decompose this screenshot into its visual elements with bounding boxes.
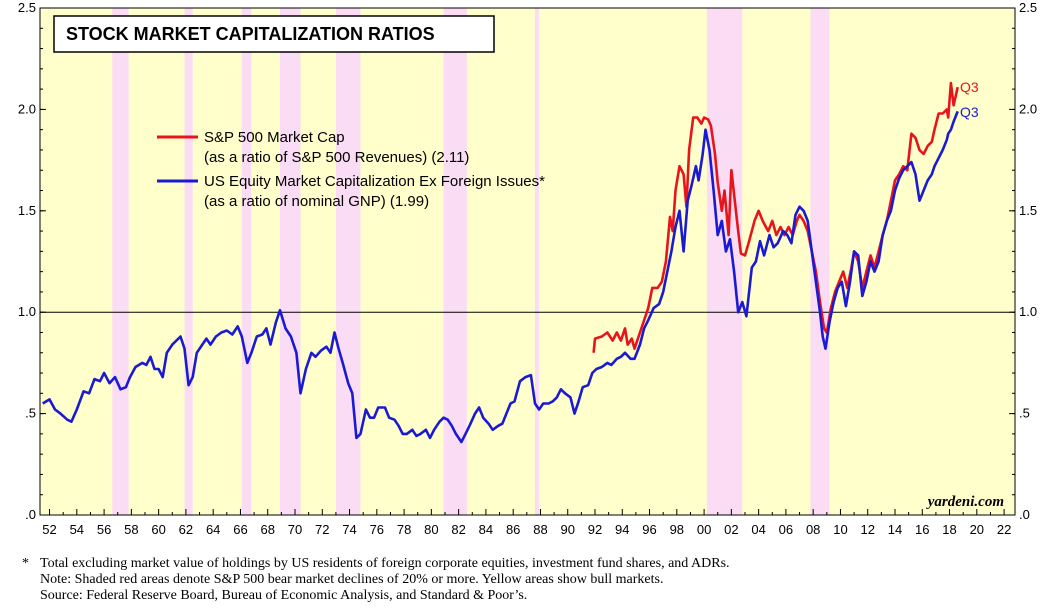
- y-tick-label-left: 1.5: [18, 203, 36, 218]
- bear-market-band: [241, 8, 252, 515]
- x-axis: 52 54 56 58 60 62 64 66 68 70 72 74 76 78 80 82 84 86 88 90…: [42, 509, 1011, 537]
- x-tick-label: 52: [42, 522, 56, 537]
- x-tick-label: 02: [724, 522, 738, 537]
- x-tick-label: 62: [179, 522, 193, 537]
- bear-market-band: [184, 8, 193, 515]
- footnote-text: Total excluding market value of holdings…: [40, 556, 730, 571]
- x-tick-label: 98: [670, 522, 684, 537]
- bear-market-band: [810, 8, 830, 515]
- x-tick-label: 64: [206, 522, 220, 537]
- bear-market-band: [443, 8, 467, 515]
- y-tick-label-left: .0: [25, 507, 36, 522]
- x-tick-label: 22: [997, 522, 1011, 537]
- series-line-sp500: [592, 81, 959, 353]
- end-label-us-equity: Q3: [960, 104, 979, 120]
- x-tick-label: 08: [806, 522, 820, 537]
- x-tick-label: 78: [397, 522, 411, 537]
- x-tick-label: 18: [942, 522, 956, 537]
- x-tick-label: 14: [888, 522, 902, 537]
- x-tick-label: 90: [560, 522, 574, 537]
- legend-label-sp500-line2: (as a ratio of S&P 500 Revenues) (2.11): [204, 149, 469, 166]
- bear-market-band: [535, 8, 540, 515]
- x-tick-label: 70: [288, 522, 302, 537]
- legend-label-sp500-line1: S&P 500 Market Cap: [204, 129, 345, 146]
- series-line-us-equity: [42, 110, 959, 444]
- x-tick-label: 88: [533, 522, 547, 537]
- plot-border: [39, 7, 1016, 516]
- x-tick-label: 60: [151, 522, 165, 537]
- series-group: [42, 81, 959, 444]
- y-tick-label-right: .0: [1019, 507, 1030, 522]
- footnote-asterisk: * Total excluding market value of holdin…: [22, 556, 1042, 572]
- x-tick-label: 00: [697, 522, 711, 537]
- footnotes: * Total excluding market value of holdin…: [22, 556, 1042, 604]
- title-box: [53, 15, 495, 53]
- bear-market-band: [706, 8, 743, 515]
- x-tick-label: 12: [860, 522, 874, 537]
- x-tick-label: 04: [751, 522, 765, 537]
- x-tick-label: 06: [779, 522, 793, 537]
- x-tick-label: 76: [370, 522, 384, 537]
- yardeni-watermark: yardeni.com: [926, 494, 1004, 510]
- footnote-source: Source: Federal Reserve Board, Bureau of…: [22, 588, 1042, 604]
- y-tick-label-left: .5: [25, 406, 36, 421]
- x-tick-label: 66: [233, 522, 247, 537]
- x-tick-label: 68: [260, 522, 274, 537]
- y-axis-right: .0 .5 1.0 1.5 2.0 2.5: [1009, 0, 1037, 522]
- bear-market-band: [280, 8, 301, 515]
- x-tick-label: 58: [124, 522, 138, 537]
- plot-frame: [39, 7, 1016, 516]
- bear-market-bands: [112, 8, 830, 515]
- y-tick-label-right: 2.0: [1019, 101, 1037, 116]
- footnote-text: Note: Shaded red areas denote S&P 500 be…: [40, 572, 664, 587]
- footnote-mark: *: [22, 556, 29, 571]
- bear-market-band: [112, 8, 129, 515]
- y-tick-label-left: 1.0: [18, 304, 36, 319]
- y-tick-label-right: .5: [1019, 406, 1030, 421]
- chart-title-box: STOCK MARKET CAPITALIZATION RATIOS: [53, 15, 495, 53]
- x-tick-label: 56: [97, 522, 111, 537]
- x-tick-label: 20: [970, 522, 984, 537]
- x-tick-label: 16: [915, 522, 929, 537]
- x-tick-label: 96: [642, 522, 656, 537]
- y-axis-left: .0 .5 1.0 1.5 2.0 2.5: [18, 0, 46, 522]
- y-tick-label-left: 2.0: [18, 101, 36, 116]
- x-tick-label: 74: [342, 522, 356, 537]
- y-tick-label-left: 2.5: [18, 0, 36, 15]
- x-tick-label: 80: [424, 522, 438, 537]
- y-tick-label-right: 1.0: [1019, 304, 1037, 319]
- legend-label-us-equity-line2: (as a ratio of nominal GNP) (1.99): [204, 193, 429, 210]
- x-tick-label: 10: [833, 522, 847, 537]
- chart-title: STOCK MARKET CAPITALIZATION RATIOS: [66, 24, 435, 44]
- footnote-text: Source: Federal Reserve Board, Bureau of…: [40, 588, 528, 603]
- x-tick-label: 86: [506, 522, 520, 537]
- x-tick-label: 82: [451, 522, 465, 537]
- x-tick-label: 94: [615, 522, 629, 537]
- end-label-sp500: Q3: [960, 79, 979, 95]
- stock-market-cap-ratios-chart: .0 .5 1.0 1.5 2.0 2.5 .0 .5 1.0 1.5 2.0 2.5 52 54 56…: [18, 0, 1037, 537]
- y-tick-label-right: 2.5: [1019, 0, 1037, 15]
- legend: S&P 500 Market Cap (as a ratio of S&P 50…: [157, 129, 545, 210]
- footnote-note: Note: Shaded red areas denote S&P 500 be…: [22, 572, 1042, 588]
- x-tick-label: 84: [479, 522, 493, 537]
- x-tick-label: 72: [315, 522, 329, 537]
- x-tick-label: 92: [588, 522, 602, 537]
- x-tick-label: 54: [70, 522, 84, 537]
- legend-label-us-equity-line1: US Equity Market Capitalization Ex Forei…: [204, 173, 545, 190]
- y-tick-label-right: 1.5: [1019, 203, 1037, 218]
